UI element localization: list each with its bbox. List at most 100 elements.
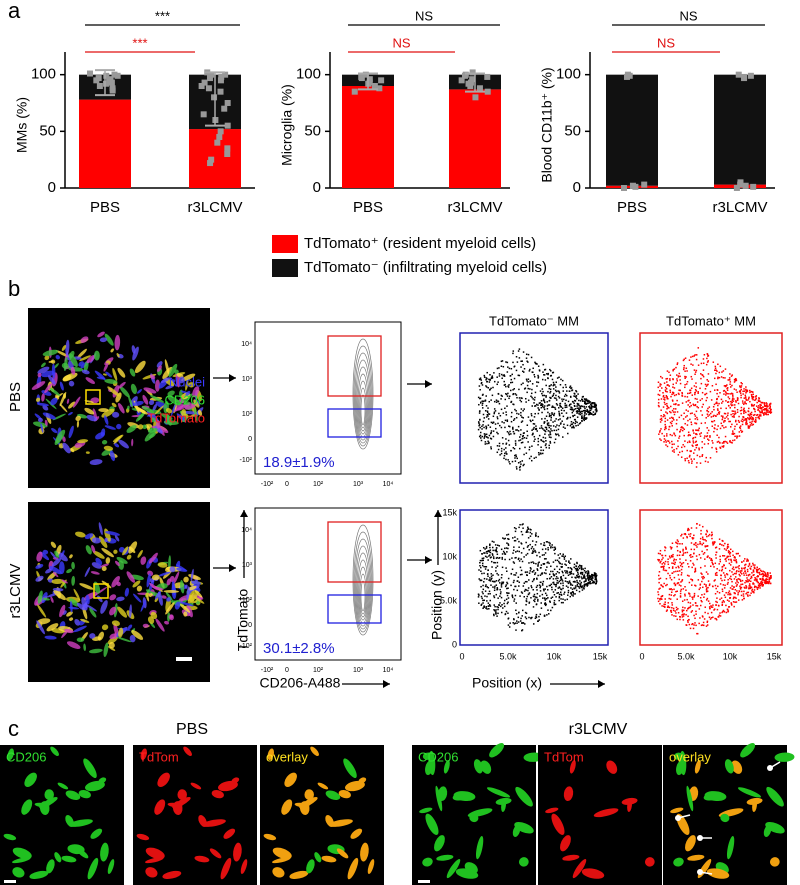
cell-dot: [756, 413, 759, 416]
cell-dot: [721, 424, 724, 427]
cell-dot: [529, 570, 531, 572]
cell-dot: [706, 427, 708, 429]
cell-dot: [704, 606, 707, 608]
cell-dot: [586, 583, 589, 585]
cell-dot: [587, 582, 589, 584]
cell-dot: [503, 454, 506, 457]
cell-dot: [686, 380, 689, 383]
cell-dot: [716, 413, 719, 416]
cell-dot: [521, 615, 523, 617]
cell-dot: [662, 394, 665, 397]
cell-dot: [698, 427, 700, 430]
cell-dot: [570, 572, 573, 575]
cell-dot: [539, 590, 542, 592]
cell-dot: [559, 383, 562, 386]
cell-dot: [706, 357, 708, 360]
tissue-fiber: [50, 359, 56, 364]
tissue-fiber: [109, 606, 117, 616]
cell-dot: [716, 571, 718, 574]
cell-dot: [539, 595, 541, 597]
cell-dot: [557, 395, 560, 398]
cell-dot: [552, 578, 555, 580]
cell-dot: [543, 544, 546, 547]
cell-dot: [580, 581, 583, 584]
cell-dot: [552, 561, 555, 563]
cell-dot: [694, 392, 696, 394]
cell-dot: [542, 449, 545, 452]
cell-dot: [688, 533, 690, 536]
cell-dot: [699, 596, 702, 599]
cell-dot: [700, 377, 702, 380]
cell-dot: [678, 435, 681, 437]
cell-dot: [548, 562, 550, 565]
cell-dot: [570, 423, 573, 426]
cell-dot: [497, 606, 500, 609]
tissue-fiber: [193, 399, 200, 408]
cell-dot: [540, 439, 543, 442]
cell-dot: [762, 573, 764, 576]
cell-dot: [552, 573, 555, 575]
cell-dot: [705, 385, 708, 387]
tissue-fiber: [101, 566, 107, 572]
cell-dot: [747, 574, 750, 576]
cell-dot: [527, 416, 530, 418]
cell-dot: [758, 572, 761, 574]
cell-dot: [677, 454, 680, 456]
cell-dot: [740, 431, 743, 433]
cell-dot: [675, 422, 678, 425]
cell-dot: [707, 360, 709, 362]
cell-dot: [711, 561, 713, 564]
flow-y-tick: -10²: [240, 457, 253, 464]
tissue-fiber: [84, 407, 95, 415]
cell-dot: [536, 568, 538, 570]
cell-dot: [533, 457, 536, 459]
gate-positive: [327, 521, 382, 583]
cell-dot: [764, 408, 767, 410]
cell-dot: [492, 435, 495, 438]
cell: [24, 772, 37, 787]
cell-dot: [664, 420, 666, 423]
cell-dot: [571, 407, 573, 409]
cell-dot: [538, 369, 541, 371]
cell-dot: [718, 436, 720, 439]
cell: [140, 748, 147, 761]
tissue-fiber: [111, 402, 117, 408]
flow-y-tick: 0: [248, 622, 252, 629]
cell-dot: [732, 432, 734, 434]
cell-dot: [715, 383, 717, 386]
cell-dot: [663, 399, 666, 401]
cell-dot: [527, 378, 530, 380]
cell-dot: [717, 395, 720, 398]
cell-dot: [689, 441, 691, 444]
tissue-fiber: [59, 604, 66, 618]
cell-dot: [691, 623, 693, 626]
cell-dot: [714, 424, 716, 426]
cell-dot: [492, 554, 494, 556]
cell-dot: [737, 402, 740, 405]
cell-dot: [730, 559, 732, 562]
cell-dot: [535, 616, 538, 619]
cell-dot: [549, 544, 551, 546]
cell: [317, 782, 329, 790]
cell-dot: [534, 573, 536, 576]
cell-dot: [533, 399, 536, 401]
cell-dot: [680, 563, 683, 565]
cell-dot: [521, 560, 524, 563]
cell-dot: [551, 429, 553, 432]
cell-dot: [720, 597, 723, 599]
cell-dot: [750, 411, 753, 414]
cell-dot: [545, 443, 547, 445]
cell-dot: [561, 420, 563, 422]
cell-dot: [681, 391, 683, 394]
cell-dot: [745, 423, 747, 426]
cell-dot: [492, 586, 494, 588]
cell-dot: [521, 416, 523, 418]
cell-dot: [550, 416, 553, 419]
cell-dot: [552, 381, 555, 384]
cell-dot: [765, 407, 768, 410]
cell-dot: [685, 409, 688, 411]
cell-dot: [535, 613, 538, 616]
cell-dot: [569, 567, 572, 569]
cell: [726, 835, 735, 860]
tissue-fiber: [114, 560, 120, 567]
